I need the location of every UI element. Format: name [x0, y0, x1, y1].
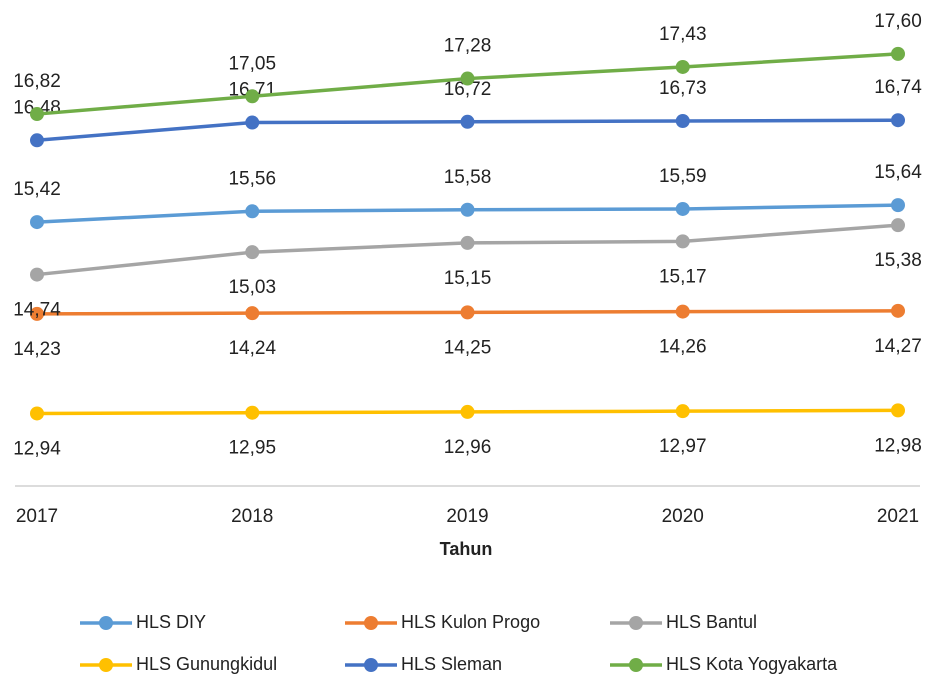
- data-label: 14,23: [13, 339, 61, 360]
- data-label: 12,95: [228, 438, 276, 459]
- marker: [460, 71, 475, 86]
- legend-marker: [364, 616, 378, 630]
- x-axis-title: Tahun: [440, 539, 493, 559]
- marker: [460, 305, 475, 320]
- x-tick-label: 2021: [877, 506, 919, 527]
- data-label: 15,56: [228, 168, 276, 189]
- marker: [460, 404, 475, 419]
- marker: [30, 306, 44, 321]
- marker: [30, 406, 44, 421]
- marker: [675, 304, 690, 319]
- marker: [891, 113, 905, 128]
- marker: [891, 218, 905, 233]
- data-label: 15,59: [659, 166, 707, 187]
- data-label: 16,74: [874, 77, 922, 98]
- data-label: 12,96: [444, 437, 492, 458]
- data-label: 15,38: [874, 250, 922, 271]
- marker: [675, 234, 690, 249]
- legend-label: HLS Kota Yogyakarta: [666, 654, 838, 674]
- legend-marker: [99, 658, 113, 672]
- x-tick-label: 2019: [446, 506, 488, 527]
- marker: [245, 204, 260, 219]
- legend-marker: [364, 658, 378, 672]
- data-label: 14,27: [874, 336, 922, 357]
- marker: [245, 115, 260, 130]
- data-label: 15,17: [659, 266, 707, 287]
- data-label: 12,98: [874, 435, 922, 456]
- data-label: 16,73: [659, 78, 707, 99]
- data-label: 16,82: [13, 71, 61, 92]
- data-label: 15,64: [874, 162, 922, 183]
- marker: [30, 215, 44, 230]
- legend-label: HLS Kulon Progo: [401, 612, 540, 632]
- data-label: 14,74: [13, 300, 61, 321]
- legend-label: HLS Bantul: [666, 612, 757, 632]
- data-label: 12,97: [659, 436, 707, 457]
- marker: [460, 235, 475, 250]
- legend-label: HLS Gunungkidul: [136, 654, 277, 674]
- data-label: 14,26: [659, 337, 707, 358]
- legend-marker: [629, 658, 643, 672]
- marker: [675, 201, 690, 216]
- marker: [30, 133, 44, 148]
- data-label: 15,42: [13, 179, 61, 200]
- data-label: 12,94: [13, 438, 61, 459]
- data-label: 15,03: [228, 277, 276, 298]
- x-tick-label: 2017: [16, 506, 58, 527]
- data-label: 16,72: [444, 79, 492, 100]
- marker: [245, 306, 260, 321]
- marker: [245, 245, 260, 260]
- data-label: 17,43: [659, 24, 707, 45]
- marker: [675, 59, 690, 74]
- data-label: 17,60: [874, 11, 922, 32]
- data-label: 15,15: [444, 268, 492, 289]
- marker: [460, 202, 475, 217]
- marker: [30, 107, 44, 122]
- marker: [460, 114, 475, 129]
- data-label: 15,58: [444, 167, 492, 188]
- data-label: 14,25: [444, 337, 492, 358]
- marker: [891, 403, 905, 418]
- legend-label: HLS Sleman: [401, 654, 502, 674]
- data-label: 17,28: [444, 36, 492, 57]
- marker: [30, 267, 44, 282]
- marker: [891, 46, 905, 61]
- marker: [675, 114, 690, 129]
- marker: [891, 303, 905, 318]
- legend-marker: [629, 616, 643, 630]
- marker: [675, 404, 690, 419]
- marker: [245, 405, 260, 420]
- x-tick-label: 2018: [231, 506, 273, 527]
- marker: [245, 89, 260, 104]
- data-label: 17,05: [228, 53, 276, 74]
- data-label: 14,24: [228, 338, 276, 359]
- legend-marker: [99, 616, 113, 630]
- legend-label: HLS DIY: [136, 612, 206, 632]
- marker: [891, 198, 905, 213]
- x-tick-label: 2020: [662, 506, 704, 527]
